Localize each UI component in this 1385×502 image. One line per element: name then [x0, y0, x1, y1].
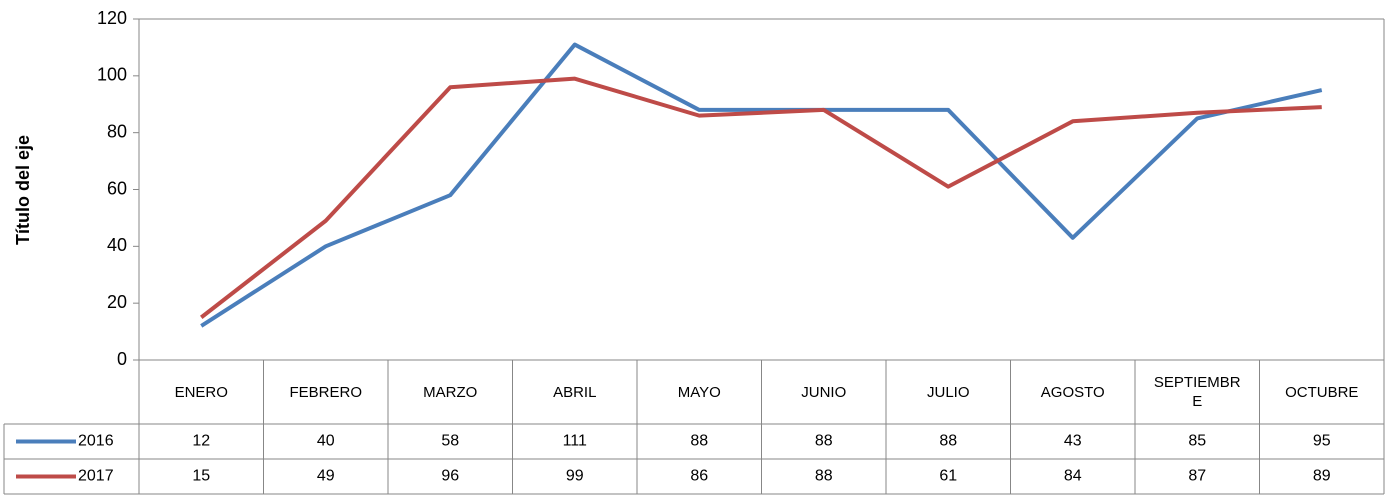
- y-tick-label: 0: [117, 349, 127, 369]
- x-tick-label: AGOSTO: [1011, 360, 1136, 424]
- table-value: 88: [815, 433, 833, 450]
- x-tick-label: MAYO: [637, 360, 762, 424]
- series-line: [200, 42, 1323, 328]
- category-text: JULIO: [926, 383, 970, 401]
- table-value: 87: [1188, 468, 1206, 485]
- y-tick-label: 100: [97, 65, 127, 85]
- table-value: 12: [192, 433, 210, 450]
- table-value: 95: [1313, 433, 1331, 450]
- table-value: 61: [939, 468, 957, 485]
- x-tick-label: SEPTIEMBRE: [1135, 360, 1260, 424]
- category-text: JUNIO: [801, 383, 847, 401]
- category-text: AGOSTO: [1040, 383, 1105, 401]
- y-tick-label: 120: [97, 8, 127, 28]
- x-tick-label: FEBRERO: [264, 360, 389, 424]
- table-value: 111: [563, 433, 587, 450]
- category-text: FEBRERO: [289, 383, 362, 401]
- table-value: 84: [1064, 468, 1082, 485]
- table-value: 99: [566, 468, 584, 485]
- table-value: 15: [192, 468, 210, 485]
- table-value: 40: [317, 433, 335, 450]
- x-tick-label: ABRIL: [513, 360, 638, 424]
- y-tick-label: 20: [107, 292, 127, 312]
- x-tick-label: JUNIO: [762, 360, 887, 424]
- series-line: [200, 76, 1322, 319]
- category-text: MAYO: [677, 383, 721, 401]
- x-tick-label: JULIO: [886, 360, 1011, 424]
- category-text: OCTUBRE: [1285, 383, 1359, 401]
- category-text: MARZO: [423, 383, 478, 401]
- table-value: 49: [317, 468, 335, 485]
- x-tick-label: OCTUBRE: [1260, 360, 1385, 424]
- legend-label: 2016: [78, 433, 114, 450]
- y-axis-title: Título del eje: [13, 135, 33, 245]
- category-text: ENERO: [174, 383, 228, 401]
- x-tick-label: ENERO: [139, 360, 264, 424]
- legend-label: 2017: [78, 468, 114, 485]
- table-value: 89: [1313, 468, 1331, 485]
- x-tick-label: MARZO: [388, 360, 513, 424]
- table-value: 96: [441, 468, 459, 485]
- y-tick-label: 40: [107, 235, 127, 255]
- table-value: 43: [1064, 433, 1082, 450]
- table-value: 85: [1188, 433, 1206, 450]
- table-value: 86: [690, 468, 708, 485]
- table-value: 88: [939, 433, 957, 450]
- table-value: 88: [690, 433, 708, 450]
- y-tick-label: 60: [107, 178, 127, 198]
- y-tick-label: 80: [107, 121, 127, 141]
- category-text: SEPTIEMBRE: [1153, 374, 1241, 410]
- category-text: ABRIL: [553, 383, 597, 401]
- table-value: 58: [441, 433, 459, 450]
- table-value: 88: [815, 468, 833, 485]
